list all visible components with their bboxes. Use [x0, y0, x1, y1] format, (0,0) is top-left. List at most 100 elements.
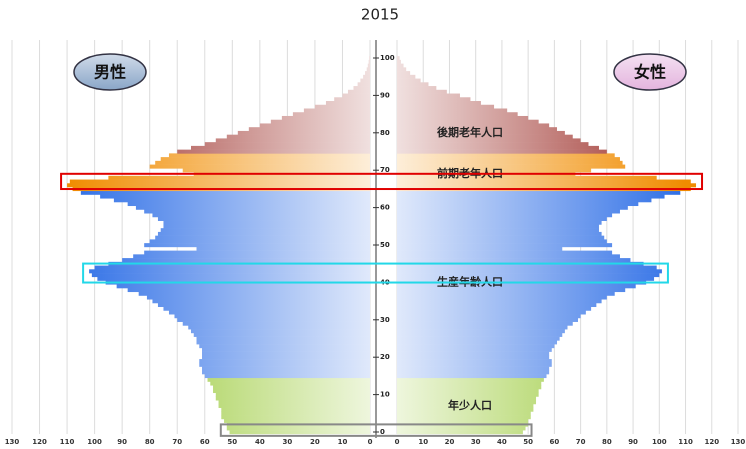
x-tick-label: 100 [652, 438, 667, 446]
age-tick-label: 0 [380, 428, 385, 436]
bar [397, 164, 626, 169]
legend-oval [613, 53, 687, 91]
bar [177, 317, 370, 322]
x-tick-label: 80 [602, 438, 612, 446]
bar [334, 97, 370, 102]
bar [397, 355, 550, 360]
bar [397, 407, 534, 412]
bar [397, 418, 529, 423]
bar [397, 306, 592, 311]
bar [221, 415, 370, 420]
highlight-box [219, 423, 533, 437]
bar [397, 59, 401, 64]
bar [100, 194, 370, 199]
axis-strip [371, 40, 396, 438]
x-tick-label: 0 [395, 438, 400, 446]
bar [368, 59, 370, 64]
bar [397, 123, 550, 128]
bar [397, 198, 652, 203]
chart-title: 2015 [361, 6, 399, 24]
bar [397, 336, 560, 341]
bar [353, 86, 370, 91]
bar [397, 426, 526, 431]
bar [202, 366, 370, 371]
bar [146, 295, 370, 300]
bar [221, 411, 370, 416]
bar [113, 198, 371, 203]
bar [397, 104, 495, 109]
bar [397, 127, 558, 132]
bar [342, 93, 370, 98]
bar [325, 101, 370, 106]
bar [397, 310, 586, 315]
bar [397, 228, 599, 233]
bar [157, 302, 370, 308]
bar [155, 160, 370, 165]
bar [397, 235, 605, 240]
x-tick-label: 70 [172, 438, 182, 446]
bar [397, 430, 523, 435]
bar [397, 194, 665, 199]
bar [397, 362, 552, 367]
bar [397, 411, 531, 416]
bar [397, 115, 529, 121]
bar [369, 56, 370, 61]
bar [191, 145, 370, 150]
bar [196, 246, 370, 251]
bar [80, 190, 370, 195]
bar [248, 127, 370, 132]
bar [163, 306, 370, 311]
bar [397, 220, 602, 225]
bar [224, 418, 370, 423]
bar [360, 78, 370, 83]
group-label: 生産年齢人口 [437, 274, 503, 288]
bar [144, 209, 370, 214]
bar [397, 366, 550, 371]
bar [202, 370, 370, 375]
bar [397, 134, 573, 139]
x-tick-label: 90 [628, 438, 638, 446]
bar [397, 157, 620, 162]
bar [199, 362, 370, 367]
x-tick-label: 20 [445, 438, 455, 446]
bar [397, 190, 681, 195]
bar [397, 224, 599, 229]
x-tick-label: 60 [200, 438, 210, 446]
x-tick-label: 130 [5, 438, 20, 446]
highlight-box [82, 262, 669, 284]
bar [397, 101, 481, 106]
bar [397, 254, 620, 259]
bar [397, 216, 607, 221]
bar [397, 93, 460, 98]
x-tick-label: 120 [32, 438, 47, 446]
bar [116, 284, 371, 289]
bar [397, 71, 411, 76]
bar [397, 302, 597, 308]
bar [397, 89, 447, 94]
bar [397, 63, 404, 68]
bar [397, 273, 660, 278]
bar [397, 374, 547, 379]
bar [397, 291, 615, 296]
bar [397, 325, 568, 330]
bar [397, 359, 552, 364]
bar [397, 130, 565, 135]
bar [202, 351, 370, 356]
bar [303, 108, 370, 113]
bar [397, 86, 437, 91]
bar [196, 340, 370, 345]
bar [397, 138, 581, 143]
bar [397, 112, 518, 117]
legend-label: 女性 [634, 63, 666, 82]
bar [108, 175, 370, 180]
bar [397, 175, 657, 180]
age-tick-label: 10 [380, 391, 390, 399]
age-tick-label: 20 [380, 353, 390, 361]
bar [397, 295, 607, 300]
bar [357, 82, 370, 87]
x-tick-label: 80 [145, 438, 155, 446]
x-tick-label: 30 [283, 438, 293, 446]
bar [397, 377, 544, 382]
bar [204, 142, 370, 147]
x-tick-label: 50 [227, 438, 237, 446]
